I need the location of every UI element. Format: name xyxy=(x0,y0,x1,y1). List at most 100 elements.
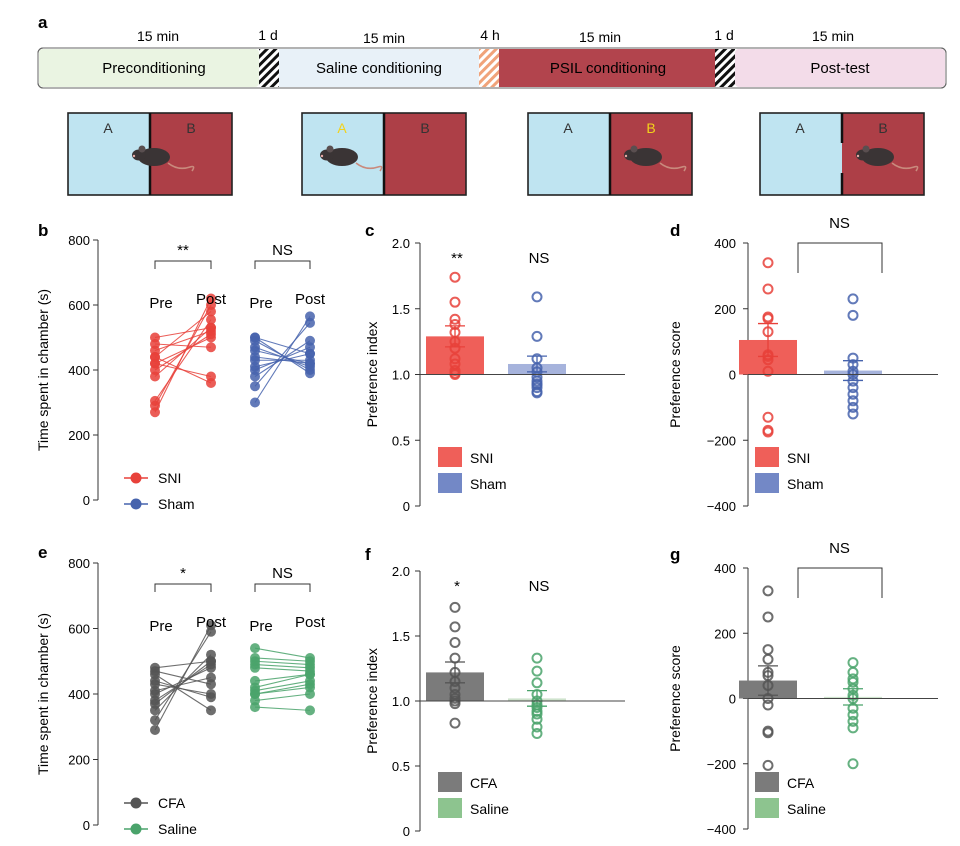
y-tick-label: −400 xyxy=(707,499,736,514)
chamber-label-a: A xyxy=(337,120,347,136)
pair-line xyxy=(154,680,212,698)
y-tick-label: 0 xyxy=(403,824,410,839)
data-point xyxy=(762,666,774,678)
pair-label-pre: Pre xyxy=(149,295,172,312)
pair-line xyxy=(154,631,212,721)
post-point xyxy=(206,705,216,716)
post-point xyxy=(206,314,216,325)
timeline-duration-1: 15 min xyxy=(137,28,179,44)
mouse-nose xyxy=(320,154,324,158)
pair-line xyxy=(154,673,212,711)
y-axis-label: Preference score xyxy=(667,321,683,428)
panel-label-d: d xyxy=(670,221,680,240)
mouse-nose xyxy=(856,154,860,158)
mouse-icon xyxy=(624,145,687,172)
post-point xyxy=(206,692,216,703)
legend-label: CFA xyxy=(158,795,186,811)
mouse-icon xyxy=(320,145,383,172)
pair-line xyxy=(254,316,311,403)
pre-point xyxy=(150,352,160,362)
series-sham xyxy=(824,293,882,420)
pair-line xyxy=(154,677,212,692)
data-point xyxy=(449,637,461,648)
pair-line xyxy=(154,670,212,685)
y-tick-label: 0 xyxy=(729,368,736,383)
data-point xyxy=(847,702,859,714)
chamber-a xyxy=(760,113,842,195)
data-point xyxy=(449,601,461,613)
timeline-gap-1d-hatch-2 xyxy=(715,49,735,87)
series-saline xyxy=(250,643,315,716)
data-point xyxy=(847,293,859,305)
pair-line xyxy=(254,683,311,695)
y-tick-label: 200 xyxy=(714,626,736,641)
pre-point xyxy=(250,652,260,663)
y-tick-label: 400 xyxy=(68,363,90,378)
pair-label-post: Post xyxy=(295,614,326,631)
mouse-nose xyxy=(132,154,136,158)
panel-label-a: a xyxy=(38,13,48,32)
post-point xyxy=(305,348,315,359)
post-point xyxy=(305,705,315,716)
pre-point xyxy=(250,643,260,654)
pair-line xyxy=(254,349,311,365)
post-point xyxy=(206,332,216,343)
data-point xyxy=(762,644,774,656)
y-tick-label: 0.5 xyxy=(392,759,410,774)
pair-line xyxy=(154,337,212,364)
chamber-label-b: B xyxy=(420,120,429,136)
legend-swatch xyxy=(755,473,779,493)
legend-swatch xyxy=(438,473,462,493)
mouse-ear xyxy=(862,145,870,153)
chamber-label-b: B xyxy=(186,120,195,136)
legend-swatch xyxy=(755,772,779,792)
y-tick-label: 400 xyxy=(68,687,90,702)
significance-bracket xyxy=(154,583,212,592)
pair-line xyxy=(254,356,311,365)
timeline-duration-6: 1 d xyxy=(714,27,733,43)
chamber-label-b: B xyxy=(646,120,655,136)
data-point xyxy=(762,411,774,423)
data-point xyxy=(531,330,543,342)
y-tick-label: 800 xyxy=(68,233,90,248)
data-point xyxy=(847,401,859,413)
mouse-body xyxy=(326,148,358,166)
data-point xyxy=(762,350,774,362)
data-point xyxy=(762,326,774,338)
legend-label: Saline xyxy=(787,801,826,817)
legend-label: CFA xyxy=(787,775,815,791)
chamber-b xyxy=(384,113,466,195)
panel-label-g: g xyxy=(670,545,680,564)
y-tick-label: 200 xyxy=(68,428,90,443)
panel-f: f 0 0.5 1.0 1.5 2.0 Preference index * NS CFA Sali… xyxy=(364,545,625,839)
significance-bracket xyxy=(154,260,212,269)
legend-marker xyxy=(130,797,142,809)
mouse-ear xyxy=(326,145,334,153)
mouse-body xyxy=(138,148,170,166)
pair-line xyxy=(254,673,311,688)
legend-label: CFA xyxy=(470,775,498,791)
post-point xyxy=(206,306,216,317)
data-point xyxy=(449,342,461,354)
data-point xyxy=(449,717,461,729)
post-point xyxy=(305,368,315,379)
panel-e: e 0 200 400 600 800 Time spent in chamber (s) *… xyxy=(35,543,326,837)
mouse-tail xyxy=(167,162,195,172)
pair-line xyxy=(254,706,311,711)
panel-a: a 15 min 1 d 15 min 4 h 15 min 1 d 15 mi… xyxy=(37,13,947,196)
series-sham xyxy=(508,291,566,399)
timeline-phase-psil xyxy=(499,49,715,87)
pre-point xyxy=(250,381,260,392)
legend-swatch xyxy=(438,447,462,467)
post-point xyxy=(206,342,216,353)
data-point xyxy=(449,621,461,633)
pre-point xyxy=(150,715,160,726)
data-point xyxy=(449,336,461,348)
data-point xyxy=(847,689,859,701)
data-point xyxy=(531,721,543,733)
data-point xyxy=(449,652,461,664)
data-point xyxy=(762,365,774,377)
